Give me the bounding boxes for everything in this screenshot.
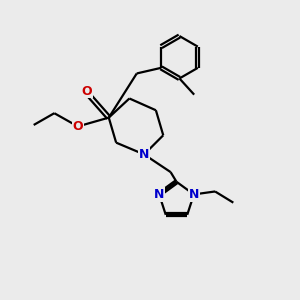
Text: N: N [139,148,149,161]
Text: O: O [81,85,92,98]
Text: N: N [189,188,199,201]
Text: N: N [154,188,164,201]
Text: O: O [73,120,83,133]
